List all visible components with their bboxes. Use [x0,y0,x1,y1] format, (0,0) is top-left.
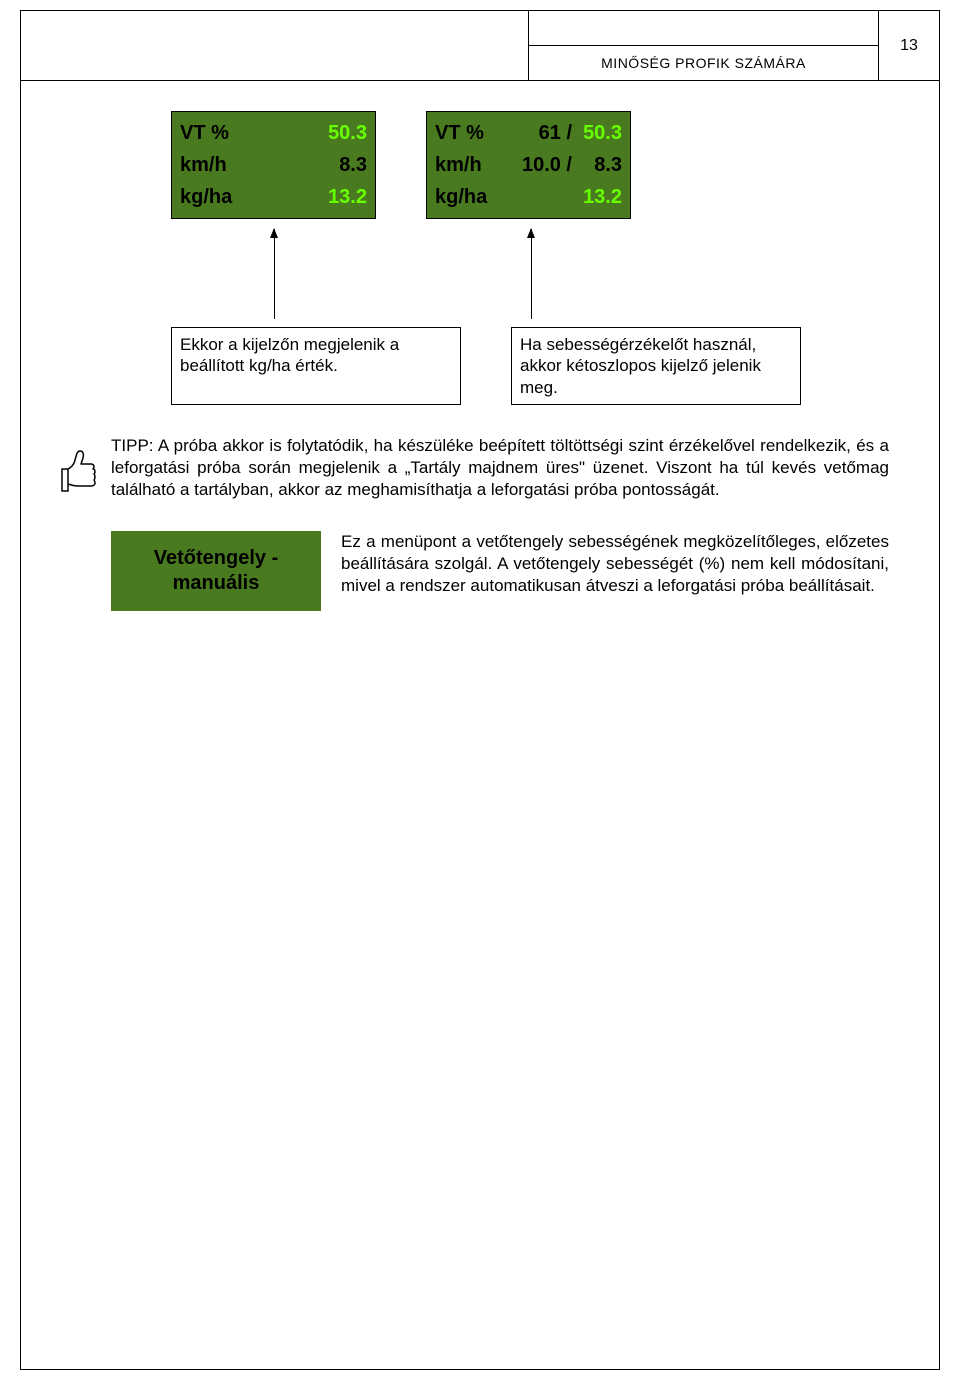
display-left-row-kgha: kg/ha 13.2 [176,181,371,213]
tip-text: A próba akkor is folytatódik, ha készülé… [111,436,889,499]
row-label: kg/ha [431,186,501,209]
row-value: 50.3 [578,122,626,145]
row-label: km/h [176,154,246,177]
row-label: VT % [176,122,246,145]
row-value: 8.3 [578,154,626,177]
row-value: 8.3 [323,154,371,177]
row-mid: 10.0 / [501,154,578,177]
display-right-row-kgha: kg/ha 13.2 [431,181,626,213]
header-left-cell [21,11,529,80]
row-label: kg/ha [176,186,246,209]
display-left-row-kmh: km/h 8.3 [176,149,371,181]
row-value: 13.2 [323,186,371,209]
row-mid: 61 / [501,122,578,145]
page-content: VT % 50.3 km/h 8.3 kg/ha 13.2 VT [21,81,939,641]
menu-description: Ez a menüpont a vetőtengely sebességének… [341,531,889,597]
caption-left: Ekkor a kijelzőn megjelenik a beállított… [171,327,461,405]
page-frame: MINŐSÉG PROFIK SZÁMÁRA 13 VT % 50.3 km/h… [20,10,940,1370]
header-subtitle: MINŐSÉG PROFIK SZÁMÁRA [529,46,878,80]
arrow-up-icon [274,229,275,319]
page-number: 13 [879,11,939,80]
display-right: VT % 61 / 50.3 km/h 10.0 / 8.3 kg/ha 13.… [426,111,631,219]
display-left: VT % 50.3 km/h 8.3 kg/ha 13.2 [171,111,376,219]
display-panels: VT % 50.3 km/h 8.3 kg/ha 13.2 VT [171,111,889,219]
thumbs-up-icon [56,447,96,495]
arrow-row [171,229,889,319]
header-mid-top [529,11,878,46]
page-header: MINŐSÉG PROFIK SZÁMÁRA 13 [21,11,939,81]
row-value: 13.2 [578,186,626,209]
row-value: 50.3 [323,122,371,145]
display-left-row-vt: VT % 50.3 [176,117,371,149]
tip-paragraph: TIPP: A próba akkor is folytatódik, ha k… [111,435,889,501]
menu-button-vetotengely[interactable]: Vetőtengely - manuális [111,531,321,611]
row-label: km/h [431,154,501,177]
row-label: VT % [431,122,501,145]
caption-row: Ekkor a kijelzőn megjelenik a beállított… [171,327,889,405]
tip-label: TIPP: [111,436,154,455]
caption-right: Ha sebességérzékelőt használ, akkor kéto… [511,327,801,405]
display-right-row-kmh: km/h 10.0 / 8.3 [431,149,626,181]
menu-row: Vetőtengely - manuális Ez a menüpont a v… [111,531,889,611]
display-right-row-vt: VT % 61 / 50.3 [431,117,626,149]
arrow-up-icon [531,229,532,319]
header-mid-cell: MINŐSÉG PROFIK SZÁMÁRA [529,11,879,80]
